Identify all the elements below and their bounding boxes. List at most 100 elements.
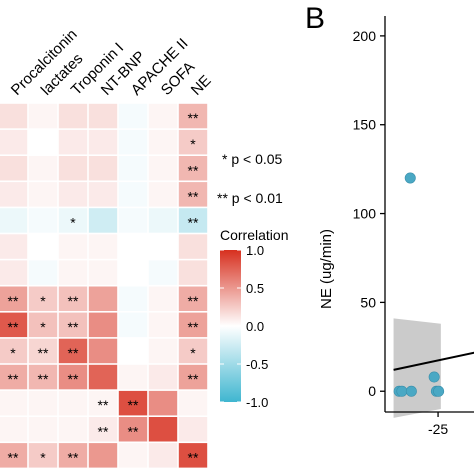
significance-mark: ** [68,345,79,361]
significance-mark: * [10,345,16,361]
heatmap-cell [88,208,118,233]
heatmap-cell [178,338,208,364]
heatmap-cell [88,129,118,155]
heatmap-cell [88,103,118,129]
heatmap-cell [178,234,208,259]
heatmap-cell [58,260,88,285]
heatmap-cell [0,234,28,259]
heatmap-cell [28,260,58,285]
heatmap-cell [58,443,88,468]
heatmap-cell [148,338,178,364]
heatmap-cell [118,364,148,390]
heatmap-cell [118,234,148,259]
heatmap-cell [28,182,58,207]
heatmap-cell [118,443,148,468]
heatmap-cell [148,260,178,285]
scatter-panel: B NE (ug/min) 0 50 100 150 200 -25 [305,2,474,437]
heatmap-cell [0,364,28,390]
significance-mark: * [40,449,46,465]
heatmap-cell [88,364,118,390]
significance-mark: ** [68,449,79,465]
heatmap-cell [0,129,28,155]
heatmap-cell [58,286,88,311]
significance-notes: * p < 0.05 ** p < 0.01 [217,151,283,206]
significance-mark: ** [8,449,19,465]
heatmap-cell [28,234,58,259]
heatmap-cell [28,156,58,181]
significance-mark: ** [8,371,19,387]
heatmap-cell [118,312,148,338]
heatmap-cell [58,364,88,390]
significance-mark: * [190,136,196,152]
heatmap-cell [88,417,118,442]
significance-mark: * [70,214,76,230]
heatmap-cell [118,129,148,155]
significance-mark: ** [188,319,199,335]
heatmap-cell [28,390,58,416]
heatmap-cell [88,312,118,338]
heatmap-cell [0,286,28,311]
panel-label-b: B [305,2,325,35]
heatmap-cell [118,208,148,233]
heatmap-cell [148,286,178,311]
heatmap-cell [28,443,58,468]
heatmap-cell [178,417,208,442]
heatmap-cell [58,156,88,181]
heatmap-cell [118,286,148,311]
heatmap-cell [118,417,148,442]
heatmap-cell [28,417,58,442]
significance-mark: ** [68,371,79,387]
y-tick-label: 0 [368,383,376,399]
heatmap-cell [0,103,28,129]
heatmap-cell [0,312,28,338]
significance-mark: ** [188,110,199,126]
heatmap-cell [28,103,58,129]
heatmap-cell [148,129,178,155]
heatmap-cell [0,260,28,285]
legend-tick-label: 0.5 [246,281,264,296]
heatmap-cell [58,417,88,442]
heatmap-cell [148,103,178,129]
correlation-legend: Correlation 1.0 0.5 0.0 -0.5 -1.0 [220,227,288,410]
heatmap-cell [178,286,208,311]
heatmap-cell [178,260,208,285]
heatmap-cell [88,390,118,416]
data-point [428,371,440,383]
heatmap-cell [58,208,88,233]
heatmap-cell [148,208,178,233]
heatmap-cell [148,182,178,207]
sig-note-single: * p < 0.05 [222,151,283,167]
heatmap-cell [58,129,88,155]
heatmap-cell [0,182,28,207]
y-tick-label: 100 [353,206,377,222]
x-tick-label: -25 [428,421,448,437]
heatmap-cell [28,312,58,338]
heatmap-cell [28,129,58,155]
correlation-heatmap: ******** **** * ** **** * ** *** ** ** *** ** ** ****… [0,103,208,468]
y-tick-label: 150 [353,117,377,133]
heatmap-cell [148,390,178,416]
heatmap-cell [118,260,148,285]
heatmap-cell [58,338,88,364]
significance-mark: ** [8,319,19,335]
heatmap-cell [178,156,208,181]
heatmap-cell [148,156,178,181]
heatmap-cell [148,312,178,338]
y-tick-label: 200 [353,28,377,44]
legend-title: Correlation [220,227,288,243]
heatmap-cell [178,364,208,390]
significance-mark: ** [188,214,199,230]
regression-line [393,351,474,371]
sig-note-double: ** p < 0.01 [217,190,283,206]
data-point [396,385,408,397]
heatmap-cell [28,364,58,390]
significance-mark: ** [38,371,49,387]
heatmap-cell [58,312,88,338]
heatmap-cell [0,208,28,233]
legend-tick-label: -0.5 [246,357,268,372]
legend-tick-label: -1.0 [246,395,268,410]
significance-mark: ** [8,293,19,309]
heatmap-cell [118,338,148,364]
heatmap-cell [118,182,148,207]
heatmap-cell [0,390,28,416]
